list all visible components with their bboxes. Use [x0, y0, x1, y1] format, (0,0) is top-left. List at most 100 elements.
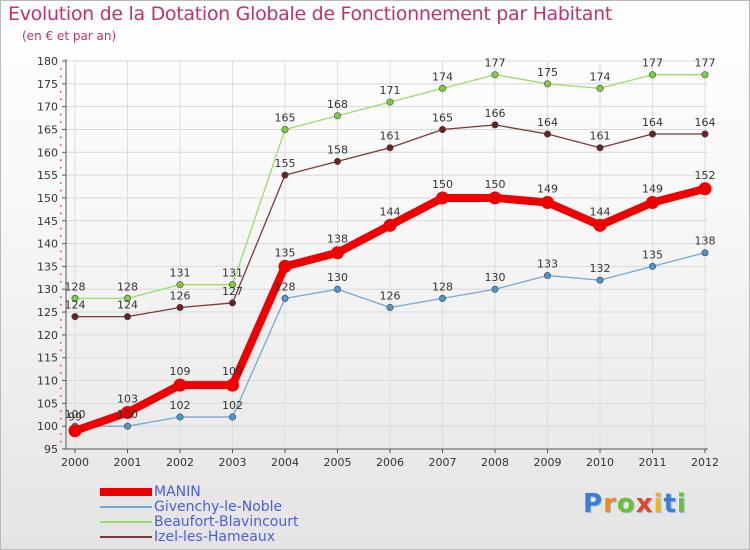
data-point	[438, 125, 446, 133]
data-point	[438, 84, 446, 92]
chart-title: Evolution de la Dotation Globale de Fonc…	[8, 3, 613, 25]
logo-letter: P	[583, 489, 604, 519]
x-tick-label: 2001	[114, 456, 142, 469]
data-label: 177	[695, 57, 716, 70]
data-label: 109	[170, 365, 191, 378]
data-point	[596, 276, 604, 284]
y-minor-tick	[60, 319, 62, 321]
legend-label: Givenchy-le-Noble	[154, 499, 283, 515]
logo-letter: x	[635, 489, 654, 519]
data-label: 132	[590, 262, 611, 275]
data-label: 103	[117, 392, 138, 405]
y-minor-tick	[60, 418, 62, 420]
y-minor-tick	[60, 349, 62, 352]
data-label: 150	[485, 178, 506, 191]
x-tick-label: 2005	[324, 456, 352, 469]
data-point	[124, 313, 132, 321]
data-point	[176, 281, 184, 289]
data-label: 126	[170, 289, 191, 302]
data-point	[701, 249, 709, 257]
data-label: 127	[222, 285, 243, 298]
legend-swatch	[100, 521, 152, 523]
chart-subtitle: (en € et par an)	[22, 29, 117, 43]
data-label: 100	[65, 408, 86, 421]
data-point	[646, 196, 659, 210]
y-minor-tick	[60, 159, 62, 161]
data-point	[383, 218, 397, 232]
data-label: 131	[170, 267, 191, 280]
y-minor-tick	[60, 372, 62, 374]
data-point	[226, 378, 239, 392]
data-label: 165	[432, 111, 453, 124]
data-label: 158	[327, 143, 348, 156]
data-point	[491, 71, 499, 79]
data-label: 102	[170, 399, 191, 412]
data-label: 138	[695, 235, 716, 248]
data-label: 144	[590, 205, 611, 218]
data-point	[698, 182, 712, 196]
y-minor-tick	[60, 387, 62, 390]
data-point	[333, 112, 341, 120]
data-label: 144	[380, 205, 401, 218]
y-minor-tick	[60, 75, 62, 78]
y-minor-tick	[60, 189, 62, 192]
data-point	[593, 218, 607, 232]
y-tick-label: 100	[37, 420, 58, 433]
data-label: 135	[275, 246, 296, 259]
x-tick-label: 2009	[534, 456, 562, 469]
y-tick-label: 175	[37, 78, 58, 91]
data-label: 164	[537, 116, 558, 129]
data-label: 177	[485, 57, 506, 70]
y-minor-tick	[60, 113, 62, 116]
data-label: 150	[432, 178, 453, 191]
y-minor-tick	[60, 235, 62, 237]
series-manin	[68, 182, 712, 438]
y-minor-tick	[60, 227, 62, 230]
y-tick-label: 150	[37, 192, 58, 205]
data-point	[491, 285, 499, 293]
data-label: 109	[222, 365, 243, 378]
data-label: 128	[117, 280, 138, 293]
logo-letter: i	[676, 489, 687, 519]
data-label: 130	[485, 271, 506, 284]
data-point	[543, 272, 551, 280]
data-label: 161	[380, 130, 401, 143]
y-minor-tick	[60, 410, 62, 412]
y-tick-label: 105	[37, 397, 58, 410]
y-minor-tick	[60, 258, 62, 260]
data-label: 128	[432, 280, 453, 293]
data-label: 166	[485, 107, 506, 120]
data-point	[176, 303, 184, 311]
legend-label: Izel-les-Hameaux	[154, 529, 275, 545]
data-point	[124, 294, 132, 302]
data-point	[386, 98, 394, 106]
logo-letter: r	[603, 489, 617, 519]
legend-swatch	[100, 506, 152, 508]
y-tick-label: 125	[37, 306, 58, 319]
y-minor-tick	[60, 273, 62, 276]
data-label: 164	[642, 116, 663, 129]
data-point	[331, 246, 344, 260]
data-point	[648, 130, 656, 138]
data-label: 149	[642, 183, 663, 196]
y-minor-tick	[60, 182, 62, 184]
y-minor-tick	[60, 433, 62, 435]
data-point	[438, 294, 446, 302]
y-tick-label: 165	[37, 123, 58, 136]
y-tick-label: 110	[37, 375, 58, 388]
x-tick-label: 2000	[61, 456, 89, 469]
y-tick-label: 115	[37, 352, 58, 365]
data-point	[543, 80, 551, 88]
y-tick-label: 160	[37, 146, 58, 159]
data-point	[333, 285, 341, 293]
legend-label: MANIN	[154, 484, 201, 500]
y-minor-tick	[60, 440, 62, 443]
y-tick-label: 180	[37, 55, 58, 68]
legend-label: Beaufort-Blavincourt	[154, 514, 299, 530]
y-minor-tick	[60, 250, 62, 253]
y-minor-tick	[60, 205, 62, 207]
data-point	[278, 259, 292, 273]
legend-swatch	[100, 536, 152, 538]
